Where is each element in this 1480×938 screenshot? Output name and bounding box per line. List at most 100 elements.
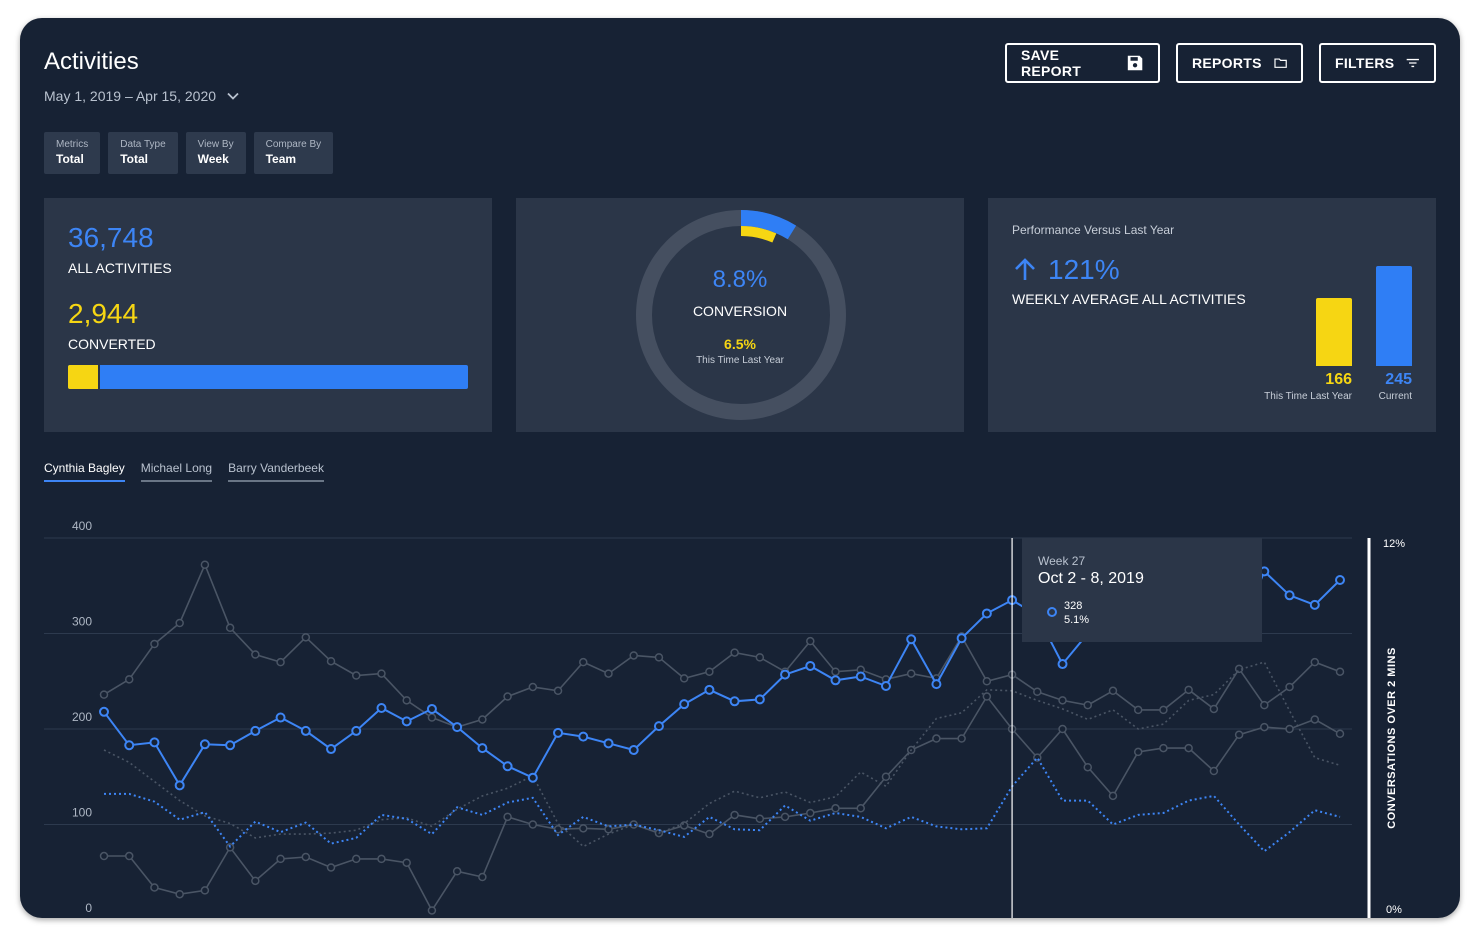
performance-label: WEEKLY AVERAGE ALL ACTIVITIES [1012,291,1246,307]
context-data-point [881,772,891,781]
reports-button[interactable]: REPORTS [1176,43,1303,83]
y2-tick-top: 12% [1383,538,1406,550]
save-report-button[interactable]: SAVE REPORT [1005,43,1160,83]
primary-data-point[interactable] [149,737,160,748]
gauge-current-arc [740,210,797,240]
primary-data-point[interactable] [1057,659,1068,670]
chip-data-type[interactable]: Data Type Total [108,132,178,174]
bar-current [1376,266,1412,366]
chip-label: Compare By [265,139,322,150]
context-data-point [705,667,714,676]
primary-data-point[interactable] [931,679,942,690]
context-data-point [831,667,840,676]
primary-data-point[interactable] [653,721,664,732]
save-icon [1127,55,1143,71]
tab-cynthia-bagley[interactable]: Cynthia Bagley [44,461,125,482]
primary-data-point[interactable] [628,745,639,756]
context-data-point [579,824,588,833]
primary-data-point[interactable] [477,743,488,754]
primary-data-point[interactable] [855,671,866,682]
context-data-point [175,889,184,899]
primary-data-point[interactable] [553,727,564,738]
context-data-point [553,686,563,696]
primary-data-point[interactable] [880,681,891,692]
context-data-point [1335,667,1345,676]
primary-data-point[interactable] [956,633,967,644]
context-data-point [402,858,411,867]
context-data-point [982,692,992,701]
primary-data-point[interactable] [124,740,135,751]
context-data-point [326,656,336,666]
context-data-point [427,713,437,722]
primary-data-point[interactable] [527,772,538,783]
context-data-point [377,854,386,864]
context-data-point [225,623,235,633]
context-data-point [806,636,815,646]
primary-data-point[interactable] [99,706,109,717]
context-data-point [1083,700,1093,710]
context-data-point [99,690,109,699]
chip-metrics[interactable]: Metrics Total [44,132,101,174]
context-data-point [1108,686,1118,696]
primary-data-point[interactable] [906,634,917,645]
context-data-point [1184,743,1193,753]
primary-data-point[interactable] [981,608,992,619]
context-data-point [377,669,386,678]
activities-card: 36,748 ALL ACTIVITIES 2,944 CONVERTED [44,198,492,432]
primary-data-point[interactable] [1284,590,1295,601]
primary-data-point[interactable] [1335,575,1345,586]
primary-data-point[interactable] [326,744,337,755]
primary-data-point[interactable] [780,669,791,680]
primary-data-point[interactable] [225,740,236,751]
context-data-point [251,650,260,659]
primary-data-point[interactable] [704,684,715,695]
conversion-gauge [636,210,846,420]
primary-data-point[interactable] [830,675,841,686]
bar-current-label: Current [1378,391,1412,402]
primary-data-point[interactable] [275,712,286,723]
context-data-point [1133,747,1143,757]
context-data-point [402,696,411,705]
primary-data-point[interactable] [351,725,362,736]
context-data-point [276,854,285,864]
bar-current-value: 245 [1385,371,1412,388]
y-tick-label: 300 [72,615,92,629]
tab-michael-long[interactable]: Michael Long [140,461,213,482]
y2-tick-bottom: 0% [1386,904,1402,916]
chip-compare-by[interactable]: Compare By Team [253,132,334,174]
primary-data-point[interactable] [805,660,816,671]
context-data-point [351,671,361,680]
primary-data-point[interactable] [174,780,185,791]
dashboard-window: Activities May 1, 2019 – Apr 15, 2020 SA… [20,18,1460,918]
save-report-label: SAVE REPORT [1021,47,1082,79]
tab-barry-vanderbeek[interactable]: Barry Vanderbeek [228,461,324,482]
primary-data-point[interactable] [729,696,740,707]
filters-button[interactable]: FILTERS [1319,43,1436,83]
chip-value: Week [197,152,229,166]
primary-data-point[interactable] [376,702,387,713]
primary-data-point[interactable] [250,725,261,736]
primary-data-point[interactable] [426,703,437,714]
primary-data-point[interactable] [578,731,589,742]
reports-label: REPORTS [1192,55,1262,71]
primary-data-point[interactable] [199,739,210,750]
primary-data-point[interactable] [1309,599,1320,610]
primary-data-point[interactable] [401,716,412,727]
context-data-point [326,863,336,872]
bar-last-year-label: This Time Last Year [1264,391,1352,402]
primary-data-point[interactable] [754,694,765,705]
context-data-point [99,851,109,861]
chip-view-by[interactable]: View By Week [185,132,246,174]
primary-data-point[interactable] [452,722,463,733]
context-data-point [604,825,613,834]
primary-data-point[interactable] [300,725,311,736]
primary-data-point[interactable] [679,699,690,710]
primary-data-point[interactable] [603,738,614,749]
chip-value: Total [56,152,84,166]
context-data-point [1159,743,1168,753]
primary-data-point[interactable] [502,761,513,772]
context-data-point [1209,766,1219,776]
context-data-point [301,633,311,642]
date-range-picker[interactable]: May 1, 2019 – Apr 15, 2020 [44,88,240,104]
chevron-down-icon [227,92,239,100]
